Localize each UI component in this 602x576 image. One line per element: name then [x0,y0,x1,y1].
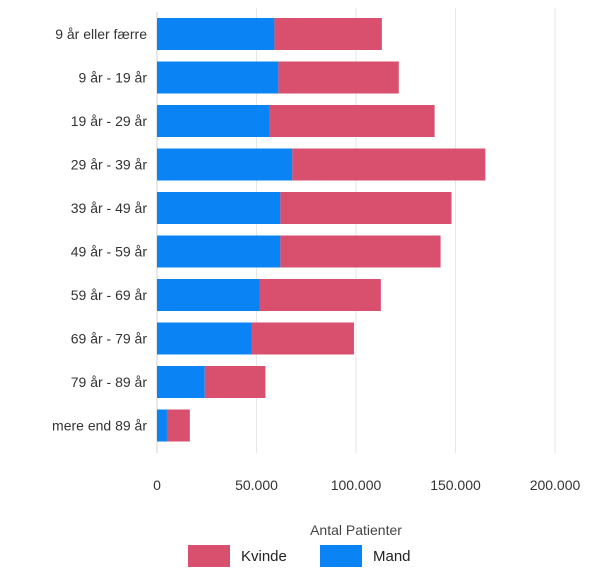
bar-mand-3[interactable] [157,148,293,181]
bar-kvinde-7[interactable] [251,322,355,355]
bar-mand-6[interactable] [157,279,260,311]
x-tick-label: 200.000 [530,477,581,493]
bar-kvinde-5[interactable] [280,235,441,268]
bar-kvinde-1[interactable] [278,61,399,94]
bars [157,18,486,442]
x-tick-label: 100.000 [331,477,382,493]
bar-kvinde-3[interactable] [292,148,486,181]
x-axis-title: Antal Patienter [310,522,402,538]
category-label: 29 år - 39 år [71,157,148,173]
category-label: mere end 89 år [52,418,147,434]
category-label: 69 år - 79 år [71,331,148,347]
x-tick-label: 0 [153,477,161,493]
category-label: 49 år - 59 år [71,244,148,260]
x-tick-label: 50.000 [235,477,278,493]
bar-mand-4[interactable] [157,192,281,224]
bar-mand-9[interactable] [157,409,167,442]
legend-swatch-kvinde [188,545,230,567]
x-tick-label: 150.000 [430,477,481,493]
bar-kvinde-9[interactable] [166,409,190,442]
bar-mand-0[interactable] [157,18,275,50]
category-labels: 9 år eller færre 9 år - 19 år 19 år - 29 å… [52,26,147,434]
legend-swatch-mand [320,545,362,567]
category-label: 79 år - 89 år [71,374,148,390]
bar-kvinde-6[interactable] [259,279,381,311]
bar-kvinde-4[interactable] [280,192,452,224]
bar-kvinde-0[interactable] [274,18,382,50]
bar-mand-5[interactable] [157,235,281,268]
bar-mand-8[interactable] [157,366,205,398]
x-tick-labels: 0 50.000 100.000 150.000 200.000 [153,477,580,493]
bar-kvinde-2[interactable] [269,105,435,137]
category-label: 39 år - 49 år [71,200,148,216]
bar-kvinde-8[interactable] [204,366,266,398]
legend: Kvinde Mand [188,545,411,567]
bar-mand-7[interactable] [157,322,252,355]
category-label: 19 år - 29 år [71,113,148,129]
legend-label-mand: Mand [373,548,411,565]
category-label: 9 år - 19 år [79,70,148,86]
category-label: 9 år eller færre [55,26,147,42]
category-label: 59 år - 69 år [71,287,148,303]
legend-label-kvinde: Kvinde [241,548,287,565]
bar-mand-1[interactable] [157,61,279,94]
bar-mand-2[interactable] [157,105,270,137]
